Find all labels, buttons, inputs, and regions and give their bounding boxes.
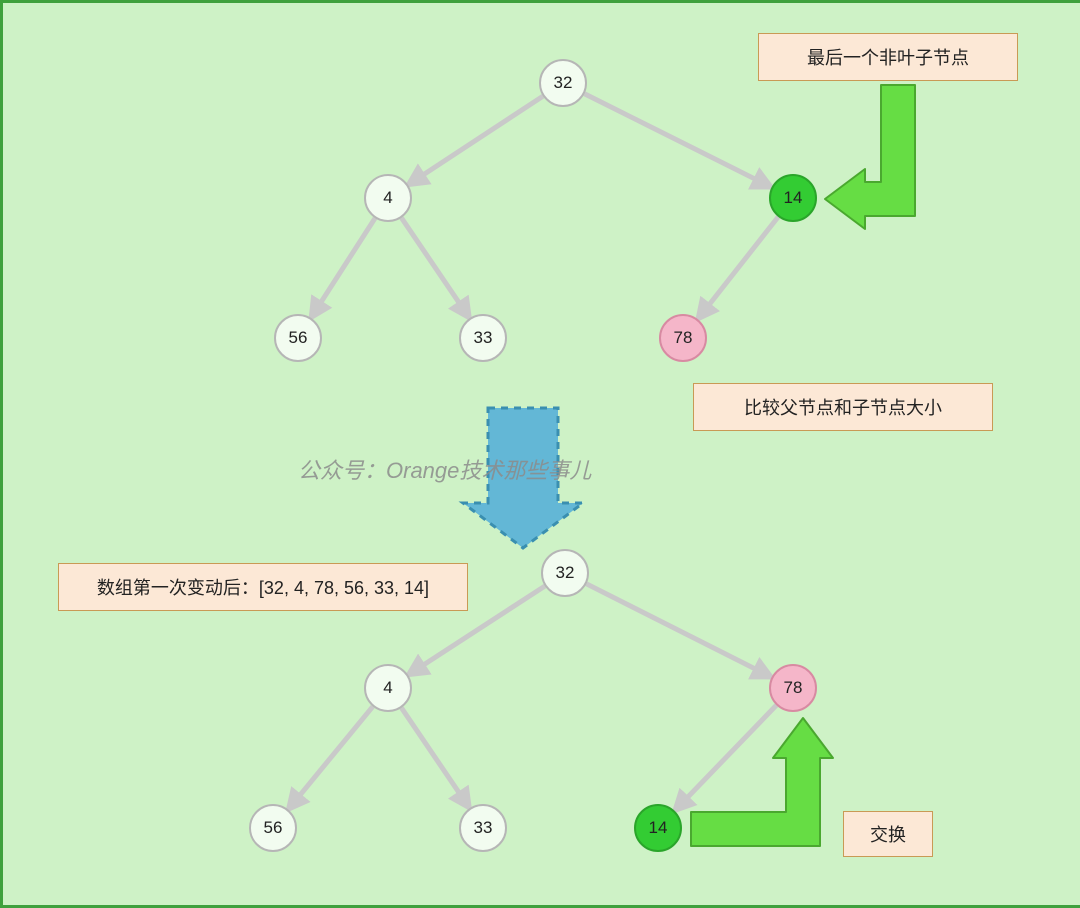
tree-edge [698, 217, 778, 319]
swap-arrow-icon [691, 718, 833, 846]
tree-node: 4 [364, 174, 412, 222]
tree-node: 32 [541, 549, 589, 597]
tree-edge [586, 584, 771, 677]
annotation-array-after: 数组第一次变动后：[32, 4, 78, 56, 33, 14] [58, 563, 468, 611]
tree-node: 78 [659, 314, 707, 362]
tree-node: 56 [274, 314, 322, 362]
tree-edge [675, 705, 777, 810]
tree-node: 32 [539, 59, 587, 107]
tree-edge [584, 94, 771, 188]
annotation-swap: 交换 [843, 811, 933, 857]
pointer-arrow-top-icon [825, 85, 915, 229]
annotation-last-non-leaf: 最后一个非叶子节点 [758, 33, 1018, 81]
watermark-text: 公众号：Orange技术那些事儿 [298, 453, 591, 485]
tree-edge [408, 96, 543, 185]
diagram-canvas: 32 4 14 56 33 78 32 4 78 56 33 14 最后一个非叶子节点比较父节点和子节点… [0, 0, 1080, 908]
tree-node: 78 [769, 664, 817, 712]
annotation-compare-parent: 比较父节点和子节点大小 [693, 383, 993, 431]
tree-edge [311, 218, 375, 318]
tree-edge [288, 707, 373, 810]
tree-node: 56 [249, 804, 297, 852]
tree-node: 33 [459, 804, 507, 852]
tree-node: 33 [459, 314, 507, 362]
tree-edge [401, 218, 469, 318]
tree-node: 14 [769, 174, 817, 222]
tree-edge [401, 708, 469, 808]
tree-node: 4 [364, 664, 412, 712]
tree-node: 14 [634, 804, 682, 852]
